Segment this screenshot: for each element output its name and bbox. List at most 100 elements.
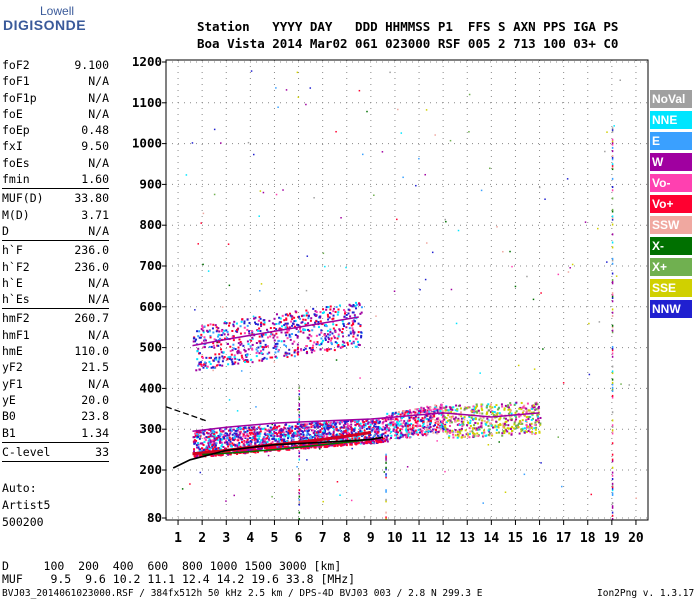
echo-point [396,422,399,425]
echo-point [412,410,415,413]
echo-point [354,337,357,340]
param-row: foF2 9.100 [2,57,109,73]
echo-point [257,329,260,332]
noise-point [526,275,528,278]
echo-point [224,447,227,450]
echo-point [503,422,506,425]
echo-point [243,444,246,447]
echo-point [446,429,449,432]
echo-point [336,444,339,447]
echo-point [506,430,509,433]
echo-point [327,336,330,339]
echo-point [235,330,238,333]
echo-point [212,342,215,345]
echo-point [425,414,428,417]
echo-point [306,433,309,436]
echo-point [280,340,283,343]
echo-point [237,443,240,446]
param-label: yE [2,392,16,407]
echo-point [211,453,214,456]
echo-point [274,355,277,358]
echo-point [355,317,358,320]
echo-point [212,447,215,450]
echo-point [273,345,276,348]
echo-point [458,414,461,417]
echo-point [349,443,352,446]
echo-point [407,420,410,423]
echo-point [491,406,494,409]
noise-point [613,125,615,127]
echo-point [288,348,291,351]
param-row: D N/A [2,223,109,239]
echo-point [501,434,504,437]
echo-point [286,326,289,329]
streak-point [385,474,387,477]
echo-point [276,447,279,450]
echo-point [427,410,430,413]
echo-point [339,429,342,432]
echo-point [288,425,291,428]
echo-point [227,356,230,359]
echo-point [203,336,206,339]
echo-point [193,455,196,458]
echo-point [327,340,330,343]
echo-point [448,435,451,438]
echo-point [438,411,441,414]
echo-point [319,436,322,439]
echo-point [352,329,355,332]
echo-point [535,408,538,411]
footer-file-info: BVJ03_2014061023000.RSF / 384fx512h 50 k… [2,588,483,599]
echo-point [528,415,531,418]
echo-point [306,437,309,440]
echo-point [259,447,262,450]
echo-point [344,423,347,426]
echo-point [475,428,478,431]
echo-point [384,426,387,429]
echo-point [488,428,491,431]
echo-point [205,431,208,434]
echo-point [356,423,359,426]
echo-point [266,437,269,440]
echo-point [233,354,236,357]
echo-point [299,436,302,439]
noise-point [400,132,403,134]
streak-point [298,417,301,420]
echo-point [249,429,252,432]
echo-point [329,441,332,444]
echo-point [308,333,311,336]
echo-point [507,404,510,407]
echo-point [357,419,360,422]
echo-point [273,434,276,437]
echo-point [265,442,268,445]
param-label: fxI [2,139,23,154]
echo-point [289,335,292,338]
echo-point [221,436,224,439]
echo-point [266,434,269,437]
echo-point [296,334,299,337]
echo-point [261,359,264,362]
echo-point [438,419,441,422]
echo-point [406,427,409,430]
echo-point [244,436,247,439]
echo-point [516,424,519,427]
echo-point [238,433,241,436]
echo-point [317,425,320,428]
echo-point [476,411,479,414]
param-row: foE N/A [2,106,109,122]
echo-point [526,402,529,405]
noise-point [191,142,194,144]
echo-point [317,321,320,324]
echo-point [294,434,297,437]
echo-point [376,420,379,423]
echo-point [196,433,199,436]
echo-point [332,323,335,326]
streak-point [611,166,614,169]
echo-point [408,424,411,427]
streak-point [298,450,301,453]
echo-point [268,439,271,442]
echo-point [199,450,202,453]
echo-point [491,412,494,415]
echo-point [356,442,359,445]
echo-point [510,432,513,435]
echo-point [328,423,331,426]
